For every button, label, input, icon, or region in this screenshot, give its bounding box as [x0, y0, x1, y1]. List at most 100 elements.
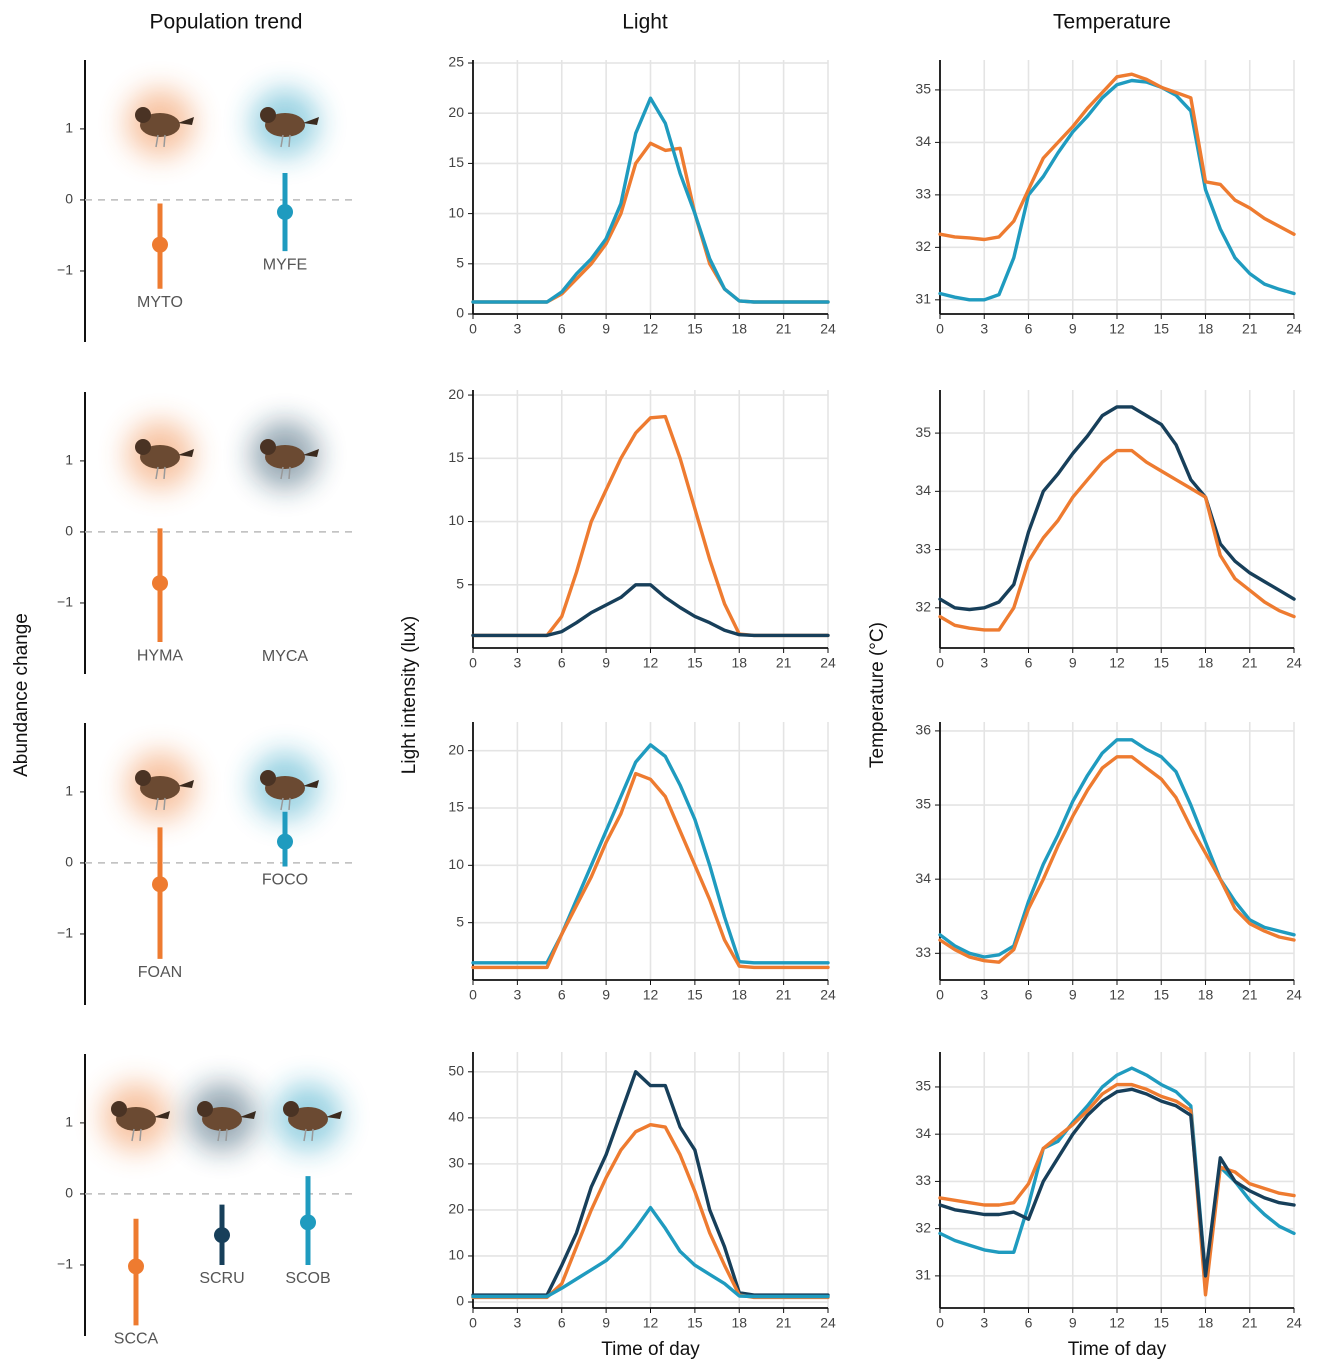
x-tick-label: 9 [1069, 1315, 1077, 1331]
bird-head [283, 1100, 299, 1117]
x-tick-label: 24 [1286, 1315, 1302, 1331]
x-tick-label: 21 [776, 655, 792, 671]
bird-leg [155, 134, 159, 148]
x-tick-label: 6 [1025, 655, 1033, 671]
x-tick-label: 24 [820, 987, 836, 1003]
estimate-point [152, 575, 168, 592]
x-tick-label: 6 [1025, 1315, 1033, 1331]
y-tick-label: 32 [915, 1219, 931, 1235]
y-tick-label: −1 [57, 262, 73, 278]
bird-leg [217, 1128, 221, 1142]
x-axis-label: Time of day [601, 1339, 700, 1360]
bird-illustration [135, 769, 194, 811]
species-code: SCOB [285, 1270, 330, 1287]
x-tick-label: 12 [643, 987, 659, 1003]
estimate-point [152, 876, 168, 893]
y-tick-label: 31 [915, 1267, 931, 1283]
x-tick-label: 6 [558, 655, 566, 671]
y-tick-label: 10 [448, 856, 464, 872]
x-tick-label: 3 [980, 655, 988, 671]
y-tick-label: 34 [915, 133, 931, 149]
bird-leg [288, 134, 291, 148]
y-tick-label: 1 [65, 1114, 73, 1130]
x-tick-label: 18 [1198, 655, 1214, 671]
species-code: FOCO [262, 872, 308, 889]
x-tick-label: 21 [776, 987, 792, 1003]
series-line [938, 72, 1296, 242]
y-tick-label: 5 [456, 255, 464, 271]
x-tick-label: 18 [1198, 1315, 1214, 1331]
series-line [471, 1205, 830, 1299]
x-tick-label: 9 [602, 321, 610, 337]
series-line [471, 96, 830, 304]
x-tick-label: 24 [1286, 987, 1302, 1003]
y-tick-label: 33 [915, 1172, 931, 1188]
bird-head [135, 438, 151, 455]
x-tick-label: 0 [469, 987, 477, 1003]
x-tick-label: 21 [1242, 987, 1258, 1003]
x-tick-label: 15 [687, 1315, 703, 1331]
bird-illustration [283, 1100, 342, 1142]
y-tick-label: 40 [448, 1109, 464, 1125]
bird-illustration [111, 1100, 170, 1142]
y-tick-label: 36 [915, 722, 931, 738]
x-tick-label: 3 [513, 655, 521, 671]
x-tick-label: 3 [513, 987, 521, 1003]
x-tick-label: 6 [558, 1315, 566, 1331]
x-tick-label: 12 [1109, 655, 1125, 671]
y-axis-label: Temperature (°C) [867, 622, 888, 768]
y-tick-label: 30 [448, 1155, 464, 1171]
series-line [938, 1087, 1296, 1278]
estimate-point [152, 236, 168, 253]
x-tick-label: 24 [820, 1315, 836, 1331]
x-tick-label: 0 [936, 321, 944, 337]
series-line [938, 448, 1296, 632]
bird-head [260, 769, 276, 786]
y-tick-label: 35 [915, 81, 931, 97]
x-tick-label: 21 [1242, 321, 1258, 337]
y-tick-label: 0 [65, 854, 73, 870]
bird-tail [326, 1110, 342, 1119]
x-tick-label: 24 [820, 321, 836, 337]
x-tick-label: 9 [602, 655, 610, 671]
bird-leg [280, 797, 284, 811]
y-tick-label: 33 [915, 540, 931, 556]
bird-body [265, 775, 305, 800]
species-code: SCRU [199, 1270, 244, 1287]
y-tick-label: 1 [65, 452, 73, 468]
x-tick-label: 18 [1198, 987, 1214, 1003]
bird-leg [288, 797, 291, 811]
bird-illustration [260, 106, 319, 148]
bird-leg [225, 1128, 228, 1142]
y-tick-label: 5 [456, 913, 464, 929]
x-tick-label: 3 [980, 987, 988, 1003]
x-tick-label: 6 [1025, 987, 1033, 1003]
estimate-point [277, 833, 293, 850]
estimate-point [128, 1258, 144, 1275]
bird-tail [303, 779, 319, 788]
x-tick-label: 21 [776, 321, 792, 337]
y-tick-label: 10 [448, 512, 464, 528]
bird-body [116, 1106, 156, 1131]
y-tick-label: 20 [448, 1201, 464, 1217]
x-tick-label: 0 [936, 655, 944, 671]
series-line [471, 583, 830, 638]
y-tick-label: 33 [915, 944, 931, 960]
y-tick-label: 32 [915, 599, 931, 615]
y-tick-label: −1 [57, 1256, 73, 1272]
column-title: Temperature [1053, 11, 1171, 34]
x-tick-label: 0 [936, 1315, 944, 1331]
bird-illustration [260, 438, 319, 480]
x-tick-label: 3 [513, 321, 521, 337]
y-tick-label: 0 [456, 1293, 464, 1309]
x-tick-label: 12 [643, 655, 659, 671]
x-tick-label: 9 [1069, 655, 1077, 671]
x-tick-label: 15 [1153, 321, 1169, 337]
bird-head [260, 106, 276, 123]
x-tick-label: 21 [1242, 655, 1258, 671]
y-tick-label: 31 [915, 291, 931, 307]
x-tick-label: 9 [602, 987, 610, 1003]
y-tick-label: 5 [456, 575, 464, 591]
species-code: HYMA [137, 647, 184, 664]
column-title: Population trend [150, 11, 303, 34]
